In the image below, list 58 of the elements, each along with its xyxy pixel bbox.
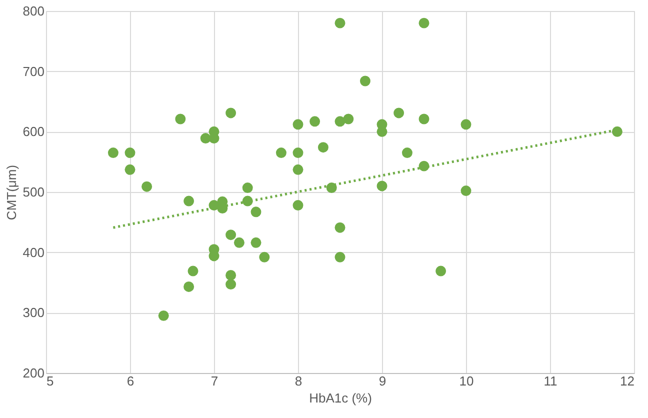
point (175, 114, 186, 124)
x-tick-label: 5 (46, 374, 54, 388)
y-tick-label: 400 (22, 244, 44, 260)
point (418, 114, 430, 124)
point (334, 222, 346, 233)
point (124, 164, 136, 175)
point (612, 126, 622, 137)
point (418, 18, 430, 28)
point (460, 119, 472, 130)
point (259, 252, 270, 262)
point (334, 116, 346, 127)
x-tick-label: 11 (544, 374, 558, 388)
point (226, 270, 236, 280)
point (226, 108, 236, 118)
point (208, 133, 220, 144)
point (158, 310, 169, 321)
point (234, 237, 244, 248)
x-tick-label: 6 (126, 374, 134, 388)
point (292, 200, 304, 211)
point (310, 116, 320, 127)
point (242, 182, 253, 194)
point (276, 148, 286, 158)
point (292, 164, 304, 175)
point (292, 148, 304, 158)
point (250, 206, 262, 218)
point (188, 266, 198, 276)
point (402, 148, 412, 158)
point (460, 186, 472, 196)
point (226, 230, 236, 240)
y-tick-label: 800 (22, 4, 44, 18)
y-axis-title: CMT(μm) (4, 164, 19, 220)
y-tick-label: 200 (22, 366, 44, 380)
point (318, 142, 328, 153)
point (376, 180, 388, 192)
y-tick-label: 300 (22, 305, 44, 320)
point (124, 148, 136, 158)
point (108, 148, 118, 158)
point (226, 279, 236, 290)
point (184, 196, 194, 206)
y-tick-label: 700 (22, 64, 44, 79)
x-tick-label: 12 (620, 374, 634, 388)
y-tick-label: 600 (22, 124, 44, 140)
y-tick-label: 500 (22, 184, 44, 200)
point (184, 281, 194, 292)
point (394, 108, 404, 118)
x-tick-label: 7 (210, 374, 218, 388)
point (334, 252, 346, 262)
point (250, 237, 262, 248)
x-tick-label: 8 (294, 374, 302, 388)
x-axis-title: HbA1c (%) (309, 390, 372, 406)
point (334, 18, 346, 28)
x-tick-label: 10 (459, 374, 474, 388)
x-tick-label: 9 (378, 374, 386, 388)
point (292, 119, 304, 130)
point (142, 181, 152, 192)
point (343, 114, 354, 124)
point (436, 266, 446, 276)
point (360, 76, 370, 86)
